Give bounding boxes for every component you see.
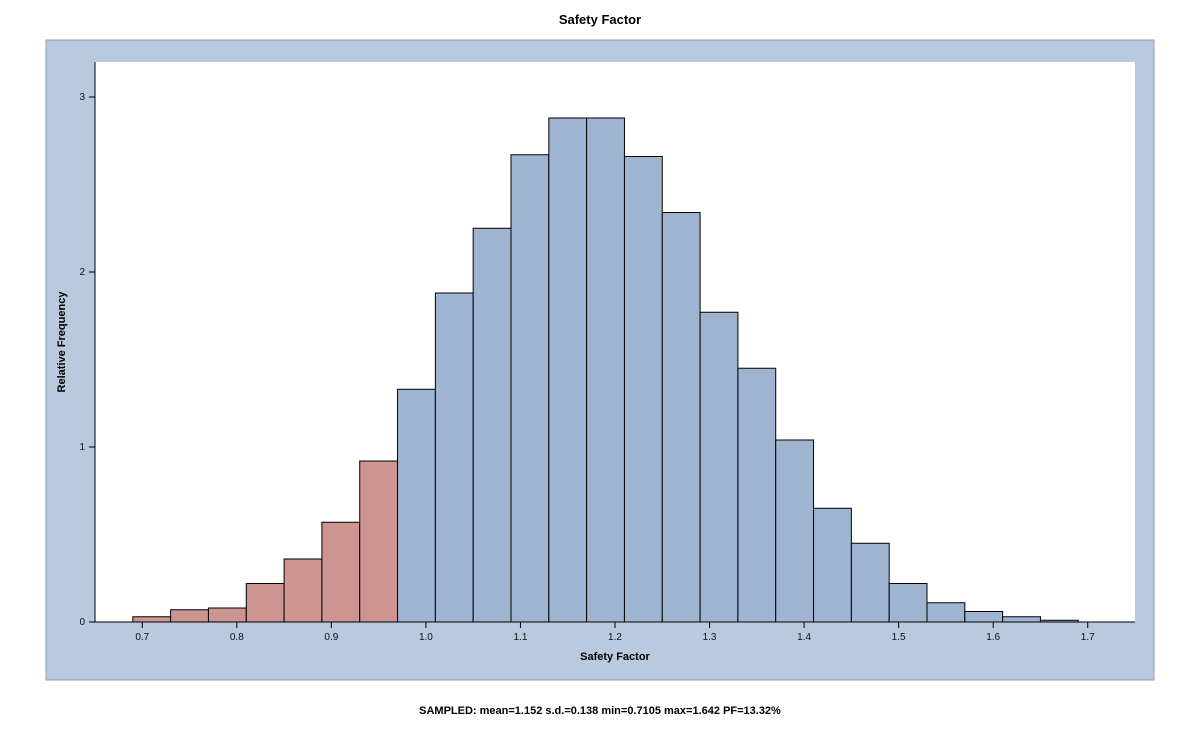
svg-text:1.2: 1.2	[608, 632, 622, 643]
svg-text:3: 3	[79, 92, 85, 103]
svg-text:1.3: 1.3	[703, 632, 717, 643]
chart-caption: SAMPLED: mean=1.152 s.d.=0.138 min=0.710…	[0, 705, 1200, 717]
svg-text:1.7: 1.7	[1081, 632, 1095, 643]
svg-text:0.9: 0.9	[324, 632, 338, 643]
svg-text:1.1: 1.1	[514, 632, 528, 643]
svg-text:0: 0	[79, 617, 85, 628]
svg-text:Safety Factor: Safety Factor	[580, 651, 650, 663]
svg-text:Relative Frequency: Relative Frequency	[56, 291, 68, 393]
svg-text:0.8: 0.8	[230, 632, 244, 643]
chart-title: Safety Factor	[0, 12, 1200, 27]
svg-text:1.6: 1.6	[986, 632, 1000, 643]
svg-text:2: 2	[79, 267, 85, 278]
svg-text:1.4: 1.4	[797, 632, 811, 643]
svg-text:1.5: 1.5	[892, 632, 906, 643]
histogram-svg: 0.70.80.91.01.11.21.31.41.51.61.7Safety …	[0, 0, 1200, 729]
svg-text:1: 1	[79, 442, 85, 453]
chart-container: Safety Factor 0.7 0.8 0.9 1.0 1.1 1.2 1.3 1.4 1.…	[0, 0, 1200, 729]
svg-text:0.7: 0.7	[135, 632, 149, 643]
svg-text:1.0: 1.0	[419, 632, 433, 643]
